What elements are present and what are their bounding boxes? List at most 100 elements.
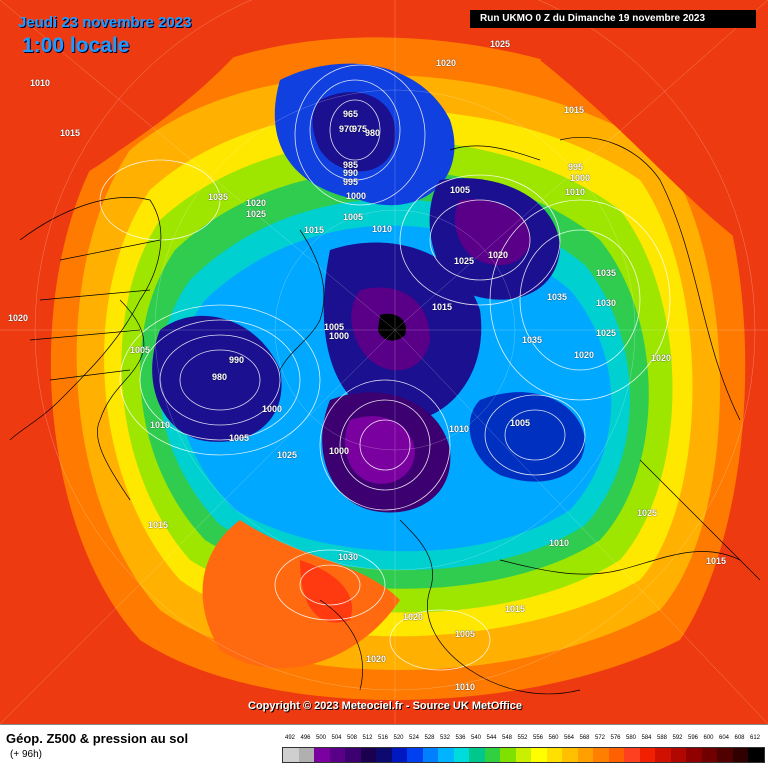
map-title: Géop. Z500 & pression au sol — [6, 731, 189, 746]
pressure-label: 1020 — [488, 250, 509, 260]
pressure-label: 1035 — [208, 192, 229, 202]
pressure-label: 1005 — [229, 433, 250, 443]
pressure-label: 1005 — [455, 629, 476, 639]
legend-bar — [282, 747, 765, 763]
pressure-label: 1010 — [549, 538, 570, 548]
legend-swatch — [593, 748, 609, 762]
legend-swatch — [469, 748, 485, 762]
pressure-label: 1025 — [277, 450, 298, 460]
pressure-label: 1035 — [547, 292, 568, 302]
legend-value: 516 — [377, 735, 388, 741]
pressure-label: 1030 — [338, 552, 359, 562]
legend-value: 564 — [563, 735, 574, 741]
legend-swatch — [407, 748, 423, 762]
legend-swatch — [484, 748, 500, 762]
polar-vortex-center — [378, 313, 406, 341]
legend-value: 560 — [548, 735, 559, 741]
trough-atlantic — [152, 315, 282, 442]
trough-pacific — [469, 392, 585, 482]
pressure-label: 1010 — [565, 187, 586, 197]
isobars — [99, 64, 671, 671]
legend-value: 592 — [672, 735, 683, 741]
legend-swatch — [701, 748, 717, 762]
pressure-label: 980 — [212, 372, 228, 382]
local-time: 1:00 locale — [22, 34, 130, 57]
pressure-label: 1020 — [436, 58, 457, 68]
legend-swatch — [438, 748, 454, 762]
pressure-label: 990 — [229, 355, 245, 365]
legend-swatch — [360, 748, 376, 762]
pressure-label: 1025 — [637, 508, 658, 518]
legend-value: 596 — [687, 735, 698, 741]
pressure-label: 1015 — [505, 604, 526, 614]
legend-value: 500 — [315, 735, 326, 741]
legend-value: 524 — [408, 735, 419, 741]
pressure-label: 965 — [343, 109, 359, 119]
pressure-label: 1015 — [564, 105, 585, 115]
legend-swatch — [329, 748, 345, 762]
legend-swatch — [655, 748, 671, 762]
pressure-label: 1000 — [262, 404, 283, 414]
legend-swatch — [298, 748, 314, 762]
warm-ne — [540, 0, 768, 260]
pressure-label: 1010 — [30, 78, 51, 88]
legend-value: 604 — [718, 735, 729, 741]
warm-nw — [0, 0, 280, 210]
legend-value: 512 — [362, 735, 373, 741]
legend-swatch — [608, 748, 624, 762]
pressure-label: 975 — [352, 124, 368, 134]
pressure-label: 1020 — [8, 313, 29, 323]
pressure-label: 1005 — [510, 418, 531, 428]
legend-value: 584 — [641, 735, 652, 741]
pressure-label: 1000 — [329, 446, 350, 456]
legend-swatch — [376, 748, 392, 762]
pressure-label: 990 — [343, 168, 359, 178]
legend-swatch — [345, 748, 361, 762]
legend-swatch — [531, 748, 547, 762]
legend-swatch — [624, 748, 640, 762]
pressure-label: 1020 — [246, 198, 267, 208]
pressure-label: 980 — [365, 128, 381, 138]
run-info: Run UKMO 0 Z du Dimanche 19 novembre 202… — [470, 10, 756, 28]
legend-swatch — [686, 748, 702, 762]
pressure-label: 1010 — [455, 682, 476, 692]
legend-swatch — [577, 748, 593, 762]
forecast-date: Jeudi 23 novembre 2023 — [18, 14, 192, 31]
legend-value: 580 — [625, 735, 636, 741]
legend-value: 572 — [594, 735, 605, 741]
pressure-label: 1035 — [596, 268, 617, 278]
legend-value: 556 — [532, 735, 543, 741]
pressure-label: 1015 — [148, 520, 169, 530]
pressure-label: 995 — [343, 177, 359, 187]
legend-value: 532 — [439, 735, 450, 741]
legend-value: 504 — [331, 735, 342, 741]
legend-swatch — [314, 748, 330, 762]
pressure-label: 970 — [339, 124, 355, 134]
pressure-label: 1015 — [304, 225, 325, 235]
pressure-label: 1035 — [522, 335, 543, 345]
pressure-label: 1025 — [246, 209, 267, 219]
pressure-label: 1000 — [346, 191, 367, 201]
graticule — [0, 0, 768, 724]
pressure-label: 1005 — [343, 212, 364, 222]
legend-value: 492 — [284, 735, 295, 741]
pressure-label: 1020 — [366, 654, 387, 664]
legend-value: 544 — [486, 735, 497, 741]
pressure-label: 1020 — [651, 353, 672, 363]
pressure-label: 1030 — [596, 298, 617, 308]
pressure-label: 1015 — [432, 302, 453, 312]
legend-value: 536 — [455, 735, 466, 741]
legend-value: 508 — [346, 735, 357, 741]
legend-swatch — [717, 748, 733, 762]
pressure-label: 1000 — [329, 331, 350, 341]
pressure-label: 1005 — [450, 185, 471, 195]
legend-value: 520 — [393, 735, 404, 741]
warm-atlantic-ridge — [202, 520, 400, 669]
legend-swatch — [500, 748, 516, 762]
map-area: 1010 1015 1020 1025 965 970 975 980 985 … — [0, 0, 768, 724]
pressure-label: 1015 — [706, 556, 727, 566]
legend-value: 576 — [610, 735, 621, 741]
legend-swatch — [515, 748, 531, 762]
pressure-label: 1010 — [150, 420, 171, 430]
